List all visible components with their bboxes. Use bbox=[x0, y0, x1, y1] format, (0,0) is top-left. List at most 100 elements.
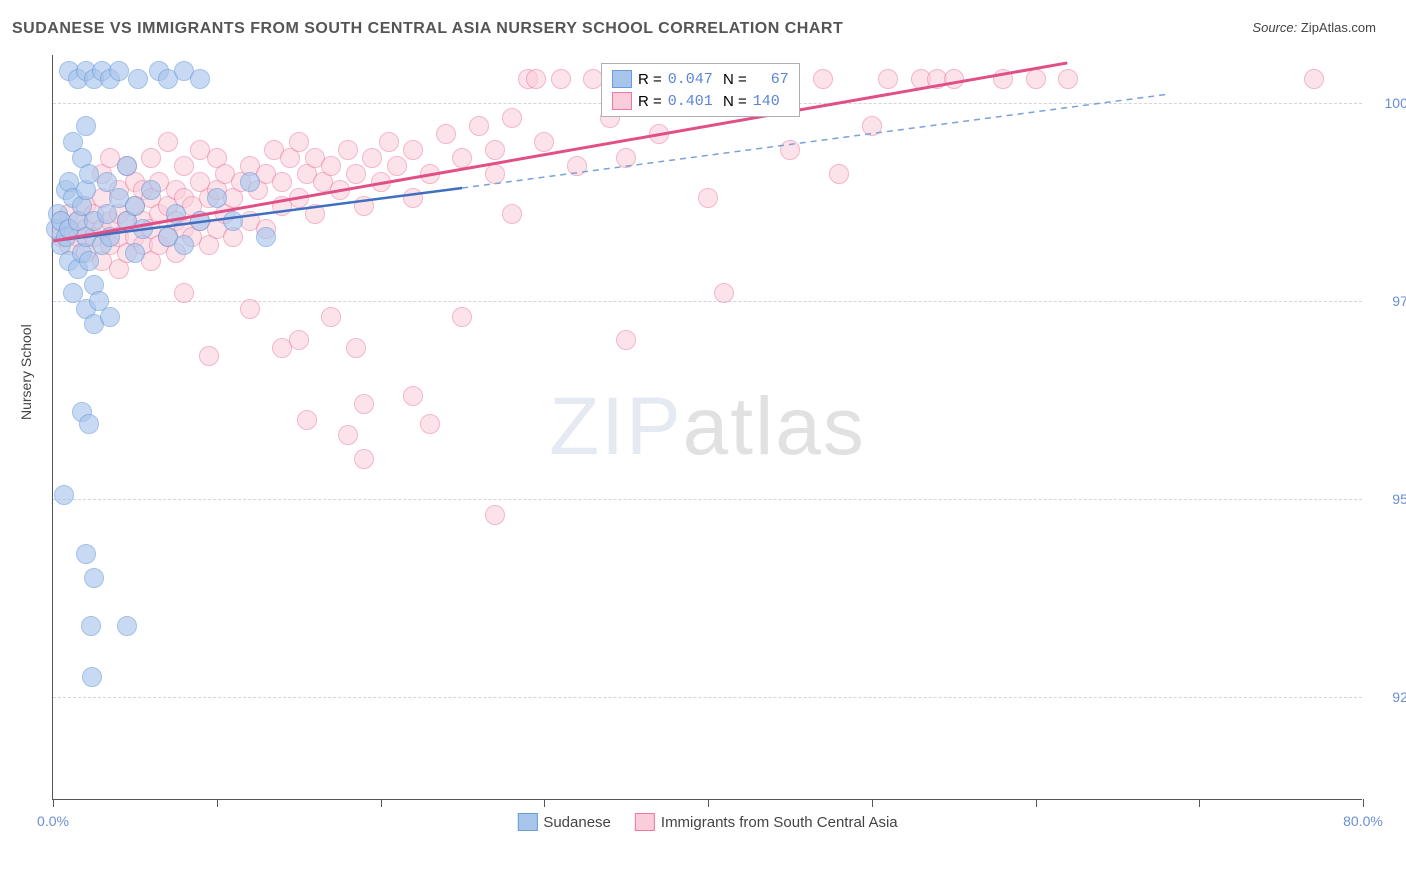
x-tick-mark bbox=[708, 799, 709, 807]
data-point-pink bbox=[780, 140, 800, 160]
data-point-pink bbox=[993, 69, 1013, 89]
data-point-blue bbox=[76, 116, 96, 136]
data-point-pink bbox=[297, 410, 317, 430]
data-point-blue bbox=[82, 667, 102, 687]
legend-item-blue: Sudanese bbox=[517, 813, 611, 831]
data-point-blue bbox=[76, 544, 96, 564]
data-point-pink bbox=[403, 188, 423, 208]
swatch-blue-icon bbox=[517, 813, 537, 831]
correlation-legend: R =0.047 N = 67 R =0.401 N =140 bbox=[601, 63, 800, 117]
data-point-pink bbox=[158, 132, 178, 152]
swatch-pink-icon bbox=[635, 813, 655, 831]
n-value-pink: 140 bbox=[753, 93, 780, 110]
r-value-pink: 0.401 bbox=[668, 93, 713, 110]
data-point-pink bbox=[289, 330, 309, 350]
data-point-pink bbox=[354, 196, 374, 216]
x-tick-mark bbox=[1199, 799, 1200, 807]
data-point-blue bbox=[207, 188, 227, 208]
scatter-plot: ZIPatlas R =0.047 N = 67 R =0.401 N =140… bbox=[52, 55, 1362, 800]
swatch-pink bbox=[612, 92, 632, 110]
data-point-pink bbox=[346, 164, 366, 184]
data-point-blue bbox=[79, 251, 99, 271]
x-tick-label: 0.0% bbox=[37, 813, 69, 829]
data-point-blue bbox=[79, 414, 99, 434]
data-point-pink bbox=[403, 140, 423, 160]
data-point-pink bbox=[240, 299, 260, 319]
data-point-pink bbox=[305, 204, 325, 224]
data-point-blue bbox=[125, 196, 145, 216]
x-tick-mark bbox=[1036, 799, 1037, 807]
legend-item-pink: Immigrants from South Central Asia bbox=[635, 813, 898, 831]
data-point-pink bbox=[944, 69, 964, 89]
y-tick-label: 95.0% bbox=[1372, 491, 1406, 507]
gridline-h bbox=[53, 499, 1362, 500]
watermark-thin: atlas bbox=[683, 381, 866, 472]
data-point-pink bbox=[1026, 69, 1046, 89]
x-tick-mark bbox=[217, 799, 218, 807]
data-point-pink bbox=[485, 140, 505, 160]
data-point-pink bbox=[878, 69, 898, 89]
data-point-pink bbox=[1304, 69, 1324, 89]
data-point-blue bbox=[81, 616, 101, 636]
data-point-blue bbox=[174, 235, 194, 255]
data-point-pink bbox=[485, 164, 505, 184]
data-point-pink bbox=[174, 283, 194, 303]
data-point-pink bbox=[1058, 69, 1078, 89]
x-tick-mark bbox=[872, 799, 873, 807]
data-point-pink bbox=[321, 307, 341, 327]
data-point-blue bbox=[256, 227, 276, 247]
swatch-blue bbox=[612, 70, 632, 88]
data-point-pink bbox=[362, 148, 382, 168]
data-point-pink bbox=[567, 156, 587, 176]
data-point-pink bbox=[534, 132, 554, 152]
data-point-pink bbox=[379, 132, 399, 152]
x-tick-mark bbox=[544, 799, 545, 807]
data-point-pink bbox=[141, 148, 161, 168]
source-attribution: Source: ZipAtlas.com bbox=[1252, 20, 1376, 35]
legend-label-blue: Sudanese bbox=[543, 814, 611, 831]
data-point-blue bbox=[84, 568, 104, 588]
watermark: ZIPatlas bbox=[549, 380, 866, 474]
data-point-pink bbox=[174, 156, 194, 176]
data-point-pink bbox=[616, 148, 636, 168]
legend-row-blue: R =0.047 N = 67 bbox=[612, 68, 789, 90]
data-point-pink bbox=[813, 69, 833, 89]
data-point-blue bbox=[117, 616, 137, 636]
data-point-blue bbox=[117, 156, 137, 176]
series-legend: Sudanese Immigrants from South Central A… bbox=[517, 813, 897, 831]
data-point-pink bbox=[420, 164, 440, 184]
data-point-pink bbox=[485, 505, 505, 525]
data-point-pink bbox=[714, 283, 734, 303]
chart-title: SUDANESE VS IMMIGRANTS FROM SOUTH CENTRA… bbox=[12, 20, 843, 38]
x-tick-label: 80.0% bbox=[1343, 813, 1383, 829]
data-point-pink bbox=[199, 346, 219, 366]
x-tick-mark bbox=[53, 799, 54, 807]
data-point-pink bbox=[469, 116, 489, 136]
data-point-pink bbox=[403, 386, 423, 406]
data-point-blue bbox=[128, 69, 148, 89]
x-tick-mark bbox=[381, 799, 382, 807]
x-tick-mark bbox=[1363, 799, 1364, 807]
data-point-blue bbox=[125, 243, 145, 263]
y-axis-label: Nursery School bbox=[18, 324, 34, 420]
data-point-pink bbox=[338, 140, 358, 160]
gridline-h bbox=[53, 697, 1362, 698]
y-tick-label: 97.5% bbox=[1372, 293, 1406, 309]
data-point-blue bbox=[100, 307, 120, 327]
data-point-blue bbox=[100, 227, 120, 247]
n-value-blue: 67 bbox=[753, 71, 789, 88]
data-point-blue bbox=[133, 219, 153, 239]
data-point-pink bbox=[321, 156, 341, 176]
data-point-pink bbox=[616, 330, 636, 350]
data-point-pink bbox=[436, 124, 456, 144]
legend-label-pink: Immigrants from South Central Asia bbox=[661, 814, 898, 831]
source-label: Source: bbox=[1252, 20, 1297, 35]
data-point-pink bbox=[354, 449, 374, 469]
source-value: ZipAtlas.com bbox=[1301, 20, 1376, 35]
data-point-pink bbox=[289, 188, 309, 208]
data-point-pink bbox=[829, 164, 849, 184]
data-point-pink bbox=[354, 394, 374, 414]
r-value-blue: 0.047 bbox=[668, 71, 713, 88]
data-point-pink bbox=[698, 188, 718, 208]
data-point-pink bbox=[502, 204, 522, 224]
